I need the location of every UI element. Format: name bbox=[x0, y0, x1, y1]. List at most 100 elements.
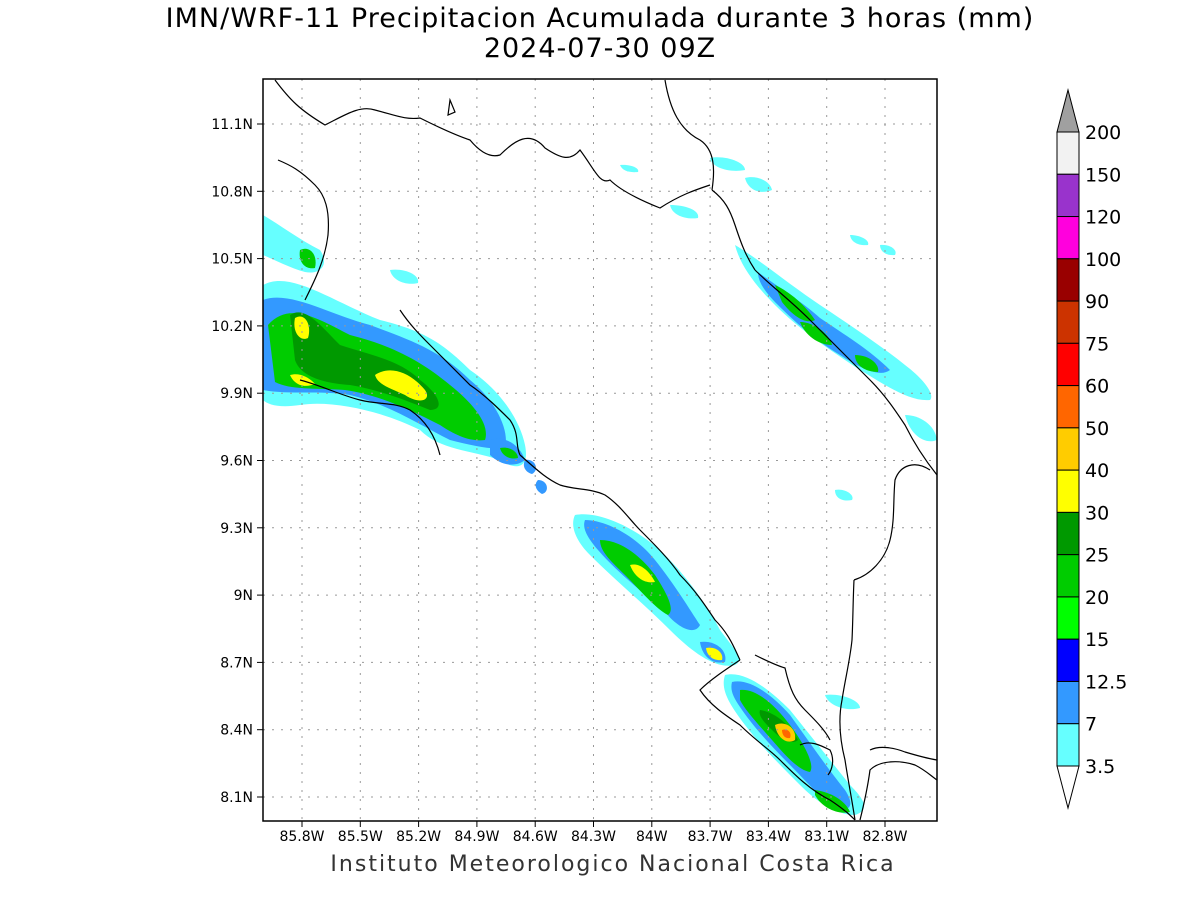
colorbar-label: 60 bbox=[1085, 376, 1109, 398]
colorbar-segment bbox=[1056, 173, 1080, 218]
colorbar-segment bbox=[1056, 469, 1080, 513]
precip-core-2 bbox=[375, 370, 428, 401]
lon-tick-label: 84.6W bbox=[513, 829, 558, 845]
coastline-nicaragua-caribbean bbox=[664, 79, 715, 191]
precip-band-ne-light bbox=[735, 245, 932, 401]
lon-tick-label: 85.8W bbox=[279, 829, 324, 845]
map-title: IMN/WRF-11 Precipitacion Acumulada duran… bbox=[165, 3, 1035, 34]
precip-colorbar: 200 150 120 100 90 75 60 50 40 30 25 20 15 12.5 7 3.5 bbox=[1056, 88, 1127, 810]
coastline-nicaragua-pacific bbox=[274, 79, 711, 209]
map-plot-area bbox=[263, 79, 937, 821]
colorbar-label: 40 bbox=[1085, 460, 1109, 482]
precip-band-south-green bbox=[600, 540, 671, 615]
lat-tick-label: 9N bbox=[234, 588, 253, 604]
map-grid bbox=[263, 79, 937, 821]
colorbar-label: 200 bbox=[1085, 122, 1121, 144]
precip-cell-coast-1g bbox=[500, 447, 518, 459]
colorbar-label: 3.5 bbox=[1085, 756, 1115, 778]
map-subtitle-date: 2024-07-30 09Z bbox=[483, 33, 717, 64]
coastline-panama-south bbox=[869, 746, 937, 761]
colorbar-label: 90 bbox=[1085, 291, 1109, 313]
coastline-pacific-central bbox=[519, 454, 741, 661]
lat-tick-label: 9.9N bbox=[220, 386, 253, 402]
latitude-axis: 11.1N 10.8N 10.5N 10.2N 9.9N 9.6N 9.3N 9N 8.7N 8.… bbox=[211, 117, 263, 806]
coastline-golfito bbox=[799, 742, 834, 776]
lon-tick-label: 83.1W bbox=[804, 829, 849, 845]
coastline-nicoya bbox=[299, 379, 441, 456]
coastline-burica bbox=[859, 761, 937, 821]
colorbar-label: 50 bbox=[1085, 418, 1109, 440]
precip-band-ne-green bbox=[775, 285, 815, 322]
colorbar-label: 100 bbox=[1085, 249, 1121, 271]
colorbar-segment bbox=[1056, 300, 1080, 344]
colorbar-segment bbox=[1056, 131, 1080, 175]
plot-frame bbox=[262, 78, 938, 822]
coastline-caribbean-costa-rica bbox=[754, 269, 937, 476]
colorbar-top-arrow bbox=[1056, 88, 1080, 133]
border-costa-rica-panama bbox=[839, 579, 856, 821]
lat-tick-label: 11.1N bbox=[211, 117, 253, 133]
colorbar-label: 20 bbox=[1085, 587, 1109, 609]
coastline-gulf-nicoya bbox=[399, 309, 521, 456]
precip-cell-light-9 bbox=[880, 244, 896, 256]
colorbar-label: 75 bbox=[1085, 333, 1109, 355]
colorbar-segment bbox=[1056, 258, 1080, 302]
colorbar-label: 15 bbox=[1085, 629, 1109, 651]
island-small bbox=[447, 97, 456, 116]
colorbar-label: 25 bbox=[1085, 545, 1109, 567]
lon-tick-label: 83.7W bbox=[688, 829, 733, 845]
precip-cell-light-7 bbox=[825, 694, 860, 710]
colorbar-segment bbox=[1056, 596, 1080, 640]
credit-line: Instituto Meteorologico Nacional Costa R… bbox=[330, 852, 896, 877]
lon-tick-label: 84W bbox=[636, 829, 668, 845]
precip-cell-south-2g bbox=[706, 647, 723, 661]
precip-cell-light-8 bbox=[850, 235, 869, 246]
lon-tick-label: 84.3W bbox=[571, 829, 616, 845]
precip-cell-light-2 bbox=[745, 177, 772, 192]
precip-cell-light-5 bbox=[905, 415, 937, 442]
lon-tick-label: 85.2W bbox=[396, 829, 441, 845]
colorbar-segment bbox=[1056, 680, 1080, 725]
precip-band-nw2-green bbox=[299, 248, 316, 269]
colorbar-segment bbox=[1056, 216, 1080, 260]
colorbar-segment bbox=[1056, 427, 1080, 471]
precip-cell-coast-3 bbox=[535, 480, 547, 494]
colorbar-label: 120 bbox=[1085, 207, 1121, 229]
colorbar-segment bbox=[1056, 554, 1080, 598]
coastline-guanacaste bbox=[277, 159, 330, 301]
lat-tick-label: 8.4N bbox=[220, 723, 253, 739]
lon-tick-label: 85.5W bbox=[338, 829, 383, 845]
lat-tick-label: 10.5N bbox=[211, 252, 253, 268]
longitude-axis: 85.8W 85.5W 85.2W 84.9W 84.6W 84.3W 84W 83.7W 83… bbox=[279, 821, 908, 845]
precip-field bbox=[263, 157, 937, 815]
lon-tick-label: 83.4W bbox=[746, 829, 791, 845]
precip-cell-light-4 bbox=[390, 269, 419, 284]
colorbar-label: 150 bbox=[1085, 164, 1121, 186]
precip-core-se-red bbox=[782, 729, 791, 739]
coastlines bbox=[274, 79, 937, 821]
coastline-panama-north bbox=[853, 464, 931, 581]
coastline-peninsula bbox=[754, 654, 831, 741]
lat-tick-label: 9.6N bbox=[220, 454, 253, 470]
lat-tick-label: 9.3N bbox=[220, 521, 253, 537]
colorbar-label: 12.5 bbox=[1085, 671, 1127, 693]
precip-cell-light-3 bbox=[670, 205, 699, 219]
precip-core-1 bbox=[294, 316, 310, 339]
lat-tick-label: 8.1N bbox=[220, 790, 253, 806]
colorbar-segment bbox=[1056, 723, 1080, 767]
colorbar-segment bbox=[1056, 511, 1080, 556]
colorbar-segment bbox=[1056, 638, 1080, 682]
colorbar-segment bbox=[1056, 385, 1080, 429]
border-nicaragua-costa-rica bbox=[711, 189, 756, 271]
precip-core-south-1 bbox=[630, 564, 655, 583]
precip-cell-light-1 bbox=[710, 157, 745, 171]
lon-tick-label: 82.8W bbox=[862, 829, 907, 845]
coastline-osa bbox=[699, 659, 856, 821]
lat-tick-label: 10.2N bbox=[211, 319, 253, 335]
colorbar-segment bbox=[1056, 342, 1080, 387]
colorbar-label: 7 bbox=[1085, 714, 1097, 736]
precip-band-ne-green2 bbox=[800, 322, 832, 345]
precip-cell-light-6 bbox=[835, 489, 853, 501]
precip-cell-coast-2 bbox=[523, 459, 536, 474]
